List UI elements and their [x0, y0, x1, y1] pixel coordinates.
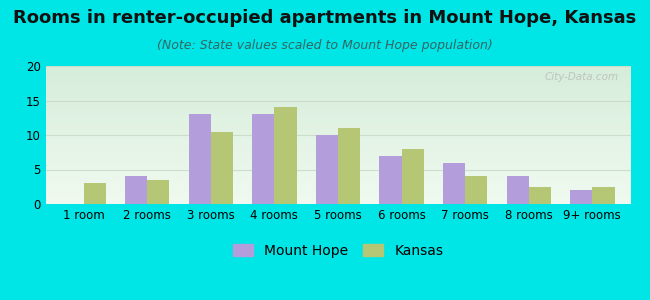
- Text: Rooms in renter-occupied apartments in Mount Hope, Kansas: Rooms in renter-occupied apartments in M…: [14, 9, 636, 27]
- Bar: [570, 190, 592, 204]
- Text: (Note: State values scaled to Mount Hope population): (Note: State values scaled to Mount Hope…: [157, 39, 493, 52]
- Bar: [188, 114, 211, 204]
- Bar: [380, 156, 402, 204]
- Bar: [316, 135, 338, 204]
- Bar: [443, 163, 465, 204]
- Bar: [125, 176, 148, 204]
- Bar: [252, 114, 274, 204]
- Bar: [592, 187, 615, 204]
- Bar: [402, 149, 424, 204]
- Bar: [84, 183, 106, 204]
- Bar: [465, 176, 488, 204]
- Bar: [506, 176, 528, 204]
- Bar: [211, 131, 233, 204]
- Legend: Mount Hope, Kansas: Mount Hope, Kansas: [227, 238, 449, 263]
- Text: City-Data.com: City-Data.com: [545, 71, 619, 82]
- Bar: [148, 180, 170, 204]
- Bar: [528, 187, 551, 204]
- Bar: [274, 107, 296, 204]
- Bar: [338, 128, 360, 204]
